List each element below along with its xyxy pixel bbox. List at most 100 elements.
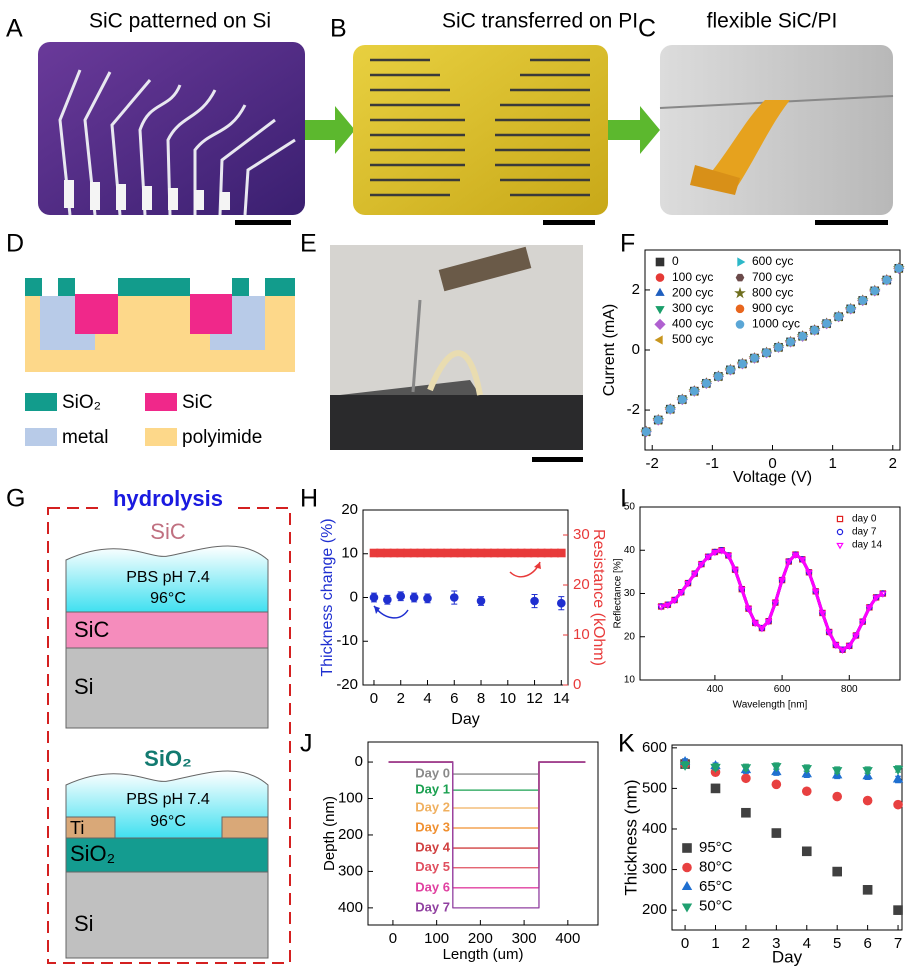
y-tick-label: -2 xyxy=(627,401,640,418)
y-axis-label: Reflectance [%] xyxy=(613,558,624,628)
legend-marker xyxy=(655,319,665,329)
x-axis-label: Day xyxy=(772,947,803,966)
data-point xyxy=(833,767,842,775)
x-tick-label: 0 xyxy=(389,930,397,947)
x-axis-label: Wavelength [nm] xyxy=(733,700,808,711)
photo-e xyxy=(330,245,583,462)
y-axis-label: Thickness change (%) xyxy=(319,518,336,676)
data-point xyxy=(772,829,781,838)
data-point xyxy=(883,276,891,284)
x-tick-label: 7 xyxy=(894,935,902,952)
legend-label: 300 cyc xyxy=(672,301,713,315)
y-tick-label: 300 xyxy=(642,861,667,878)
legend-marker xyxy=(682,882,691,890)
x-tick-label: -1 xyxy=(706,455,719,472)
legend-label: 200 cyc xyxy=(672,285,713,299)
y-tick-label: 0 xyxy=(355,753,363,770)
data-point xyxy=(893,766,902,774)
x-tick-label: 5 xyxy=(833,935,841,952)
legend-marker xyxy=(656,288,664,295)
data-point xyxy=(802,787,811,796)
y-tick-label: 100 xyxy=(338,789,363,806)
x-tick-label: 8 xyxy=(477,690,485,707)
x-tick-label: 600 xyxy=(774,684,791,695)
legend-marker xyxy=(736,274,744,281)
photo-title: flexible SiC/PI xyxy=(707,10,838,33)
legend-label: day 0 xyxy=(852,514,877,525)
y-tick-label: 50 xyxy=(624,502,636,513)
legend-label: 500 cyc xyxy=(672,332,713,346)
x-tick-label: 800 xyxy=(841,684,858,695)
x-tick-label: 300 xyxy=(512,930,537,947)
plot-frame xyxy=(363,510,568,685)
x-tick-label: 400 xyxy=(555,930,580,947)
series-label: Day 2 xyxy=(415,799,450,814)
x-tick-label: 4 xyxy=(423,690,431,707)
legend-label: SiC xyxy=(182,392,213,413)
data-point xyxy=(477,597,485,605)
panel-label: G xyxy=(6,485,25,513)
x-tick-label: 1 xyxy=(711,935,719,952)
data-point xyxy=(847,305,855,313)
data-point xyxy=(787,338,795,346)
data-point xyxy=(863,796,872,805)
data-point xyxy=(799,332,807,340)
photo-title: SiC patterned on Si xyxy=(89,10,271,33)
y2-tick-label: 0 xyxy=(573,676,581,693)
y-tick-label: 10 xyxy=(341,545,358,562)
legend-label: 700 cyc xyxy=(752,270,793,284)
legend-label: 50°C xyxy=(699,897,733,914)
panel-label: A xyxy=(6,15,23,43)
data-point xyxy=(666,405,674,413)
x-tick-label: 4 xyxy=(803,935,811,952)
data-point xyxy=(726,366,734,374)
data-point xyxy=(741,808,750,817)
data-point xyxy=(893,774,902,782)
legend-label: 100 cyc xyxy=(672,270,713,284)
y-tick-label: 30 xyxy=(624,588,636,599)
data-point xyxy=(410,594,418,602)
series-line xyxy=(661,550,883,649)
y-tick-label: 20 xyxy=(341,501,358,518)
data-point xyxy=(802,765,811,773)
y-tick-label: 20 xyxy=(624,631,636,642)
legend-label: 400 cyc xyxy=(672,317,713,331)
layer-diagram xyxy=(25,278,295,446)
series-label: Day 6 xyxy=(415,879,450,894)
y-tick-label: 10 xyxy=(624,675,636,686)
series-label: Day 0 xyxy=(415,766,450,781)
legend-marker xyxy=(656,274,664,282)
legend-marker xyxy=(736,305,744,313)
x-axis-label: Length (um) xyxy=(443,946,524,963)
panel-label: E xyxy=(300,230,317,258)
series-line xyxy=(661,550,883,649)
legend-label: 800 cyc xyxy=(752,285,793,299)
legend-label: 0 xyxy=(672,254,679,268)
panel-label: B xyxy=(330,15,347,43)
data-point xyxy=(370,594,378,602)
liquid-label: PBS pH 7.4 xyxy=(126,791,210,808)
y2-tick-label: 10 xyxy=(573,626,590,643)
panel-label: D xyxy=(6,230,24,258)
legend-label: 600 cyc xyxy=(752,254,793,268)
data-point xyxy=(772,763,781,771)
y-tick-label: 400 xyxy=(338,899,363,916)
layer-label: Ti xyxy=(70,818,84,838)
legend-marker xyxy=(735,288,745,297)
data-point xyxy=(863,767,872,775)
liquid-label: 96°C xyxy=(150,590,186,607)
x-tick-label: 200 xyxy=(468,930,493,947)
figure: A B C D E F G H I J K SiC patterned on S… xyxy=(0,0,905,967)
liquid-label: PBS pH 7.4 xyxy=(126,569,210,586)
x-tick-label: 6 xyxy=(450,690,458,707)
y2-tick-label: 30 xyxy=(573,526,590,543)
data-point xyxy=(714,372,722,380)
data-point xyxy=(859,296,867,304)
panel-label: J xyxy=(300,730,313,758)
annotation-arrow xyxy=(374,606,380,614)
series-label: Day 5 xyxy=(415,859,450,874)
data-point xyxy=(863,885,872,894)
panel-label: K xyxy=(618,730,635,758)
plot-frame xyxy=(368,742,598,925)
x-tick-label: -2 xyxy=(646,455,659,472)
